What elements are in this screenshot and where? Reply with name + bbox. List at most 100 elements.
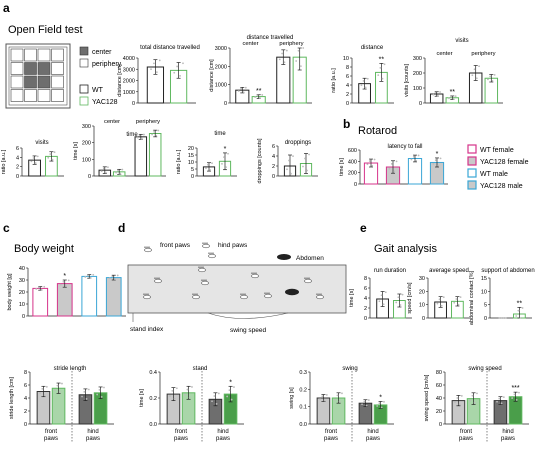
paw-print-icon	[316, 294, 324, 300]
data-point	[437, 164, 440, 167]
y-tick-label: 100	[413, 86, 422, 92]
y-tick-label: 80	[436, 370, 442, 376]
y-tick-label: 300	[413, 56, 422, 62]
y-tick-label: 40	[19, 266, 25, 272]
chart-title: time	[126, 132, 138, 138]
bar	[56, 283, 73, 317]
arena-periphery-cell	[24, 89, 37, 102]
data-point	[395, 301, 398, 304]
data-point	[302, 47, 305, 49]
data-point	[454, 95, 457, 98]
data-point	[290, 172, 292, 175]
data-point	[434, 91, 437, 94]
panel-e-title: Gait analysis	[374, 243, 437, 255]
data-point	[240, 87, 243, 90]
data-point	[513, 393, 516, 396]
data-point	[367, 399, 370, 401]
data-point	[469, 399, 472, 402]
y-tick-label: 8	[364, 276, 367, 282]
y-tick-label: 6	[24, 383, 27, 389]
data-point	[136, 136, 139, 139]
data-point	[487, 78, 489, 81]
data-point	[89, 276, 92, 279]
data-point	[191, 386, 193, 388]
data-point	[395, 160, 398, 163]
data-point	[176, 65, 179, 68]
x-tick-label: paws	[86, 436, 100, 442]
arena-periphery-cell	[37, 48, 51, 62]
panel-b-letter: b	[343, 117, 350, 131]
data-point	[53, 151, 56, 154]
arena-periphery-cell	[51, 89, 64, 102]
arena-periphery-cell	[51, 75, 64, 89]
y-axis-label: ratio [a.u.]	[331, 68, 337, 93]
data-point	[228, 389, 231, 392]
toe-icon	[194, 293, 196, 295]
data-point	[496, 400, 498, 403]
y-tick-label: 0	[484, 316, 487, 322]
y-tick-label: 10	[188, 160, 194, 166]
y-axis-label: ratio [a.u.]	[176, 149, 182, 174]
y-tick-label: 0	[419, 101, 422, 107]
y-axis-label: swing [s]	[289, 387, 295, 409]
data-point	[281, 52, 284, 55]
data-point	[150, 68, 152, 71]
toe-icon	[203, 279, 205, 281]
data-point	[83, 390, 86, 393]
toe-icon	[156, 277, 158, 279]
data-point	[365, 404, 368, 407]
significance-label: *	[224, 146, 227, 153]
y-tick-label: 4	[346, 83, 349, 89]
chart-title: stand	[193, 366, 208, 372]
y-axis-label: visits [counts]	[404, 64, 410, 97]
data-point	[115, 171, 117, 174]
arena-periphery-cell	[10, 89, 24, 102]
arena-center-cell	[24, 75, 37, 89]
data-point	[378, 402, 381, 405]
data-point	[188, 396, 191, 399]
data-point	[417, 154, 420, 157]
y-tick-label: 8	[24, 370, 27, 376]
toe-icon	[316, 293, 318, 295]
legend-b-swatch	[467, 156, 477, 166]
y-tick-label: 20	[436, 409, 442, 415]
data-point	[297, 49, 300, 52]
data-point	[379, 67, 382, 69]
x-tick-label: hind	[87, 429, 98, 435]
data-point	[373, 158, 376, 161]
data-point	[471, 74, 474, 77]
toe-icon	[253, 272, 255, 274]
swing-speed-bracket	[207, 312, 289, 319]
y-axis-label: distance [cm]	[117, 64, 123, 97]
toe-icon	[318, 293, 320, 295]
data-point	[140, 137, 143, 140]
group-label: periphery	[279, 41, 303, 47]
y-axis-label: swing speed [cm/s]	[424, 374, 430, 421]
data-point	[383, 400, 385, 403]
data-point	[306, 169, 308, 172]
y-tick-label: 3000	[123, 67, 135, 73]
toe-icon	[198, 266, 200, 268]
legend-b-swatch	[467, 180, 477, 190]
significance-label: *	[379, 394, 382, 401]
data-point	[325, 393, 328, 396]
data-point	[111, 275, 114, 278]
y-tick-label: 1000	[123, 90, 135, 96]
toe-icon	[205, 279, 207, 281]
data-point	[448, 97, 450, 100]
data-point	[397, 296, 400, 299]
y-tick-label: 4	[364, 296, 367, 302]
legend-b-label: YAC128 male	[480, 183, 523, 190]
data-point	[376, 405, 379, 407]
paw-print-icon	[240, 294, 248, 300]
significance-label: **	[379, 56, 385, 63]
data-point	[155, 134, 158, 137]
data-point	[475, 77, 478, 80]
legend-b-swatch	[467, 168, 477, 178]
data-point	[473, 401, 476, 404]
chart-visits-ratio: 0 2 4 6 ratio [a.u.] visits	[1, 140, 64, 180]
legend-yac-swatch	[79, 96, 89, 106]
abdomen-label: Abdomen	[296, 255, 324, 262]
